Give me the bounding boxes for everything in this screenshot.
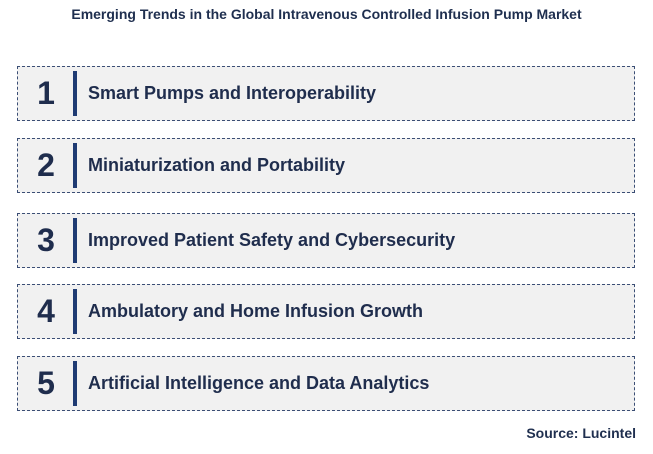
trend-item-1: 1 Smart Pumps and Interoperability	[17, 66, 635, 121]
trend-divider-bar	[73, 289, 77, 334]
trend-number: 3	[37, 222, 55, 258]
trend-number: 2	[37, 147, 55, 183]
page-title: Emerging Trends in the Global Intravenou…	[71, 6, 582, 22]
source-credit: Source: Lucintel	[526, 425, 636, 441]
trend-item-5: 5 Artificial Intelligence and Data Analy…	[17, 356, 635, 411]
trend-divider-bar	[73, 218, 77, 263]
trend-item-2: 2 Miniaturization and Portability	[17, 138, 635, 193]
trend-label: Smart Pumps and Interoperability	[88, 83, 377, 103]
trend-divider-bar	[73, 361, 77, 406]
trend-number: 4	[37, 293, 55, 329]
trend-number: 1	[37, 75, 55, 111]
trend-item-4: 4 Ambulatory and Home Infusion Growth	[17, 284, 635, 339]
trend-label: Miniaturization and Portability	[88, 155, 346, 175]
trend-divider-bar	[73, 71, 77, 116]
trend-label: Artificial Intelligence and Data Analyti…	[88, 373, 430, 393]
trend-divider-bar	[73, 143, 77, 188]
trend-label: Improved Patient Safety and Cybersecurit…	[88, 230, 456, 250]
trend-label: Ambulatory and Home Infusion Growth	[88, 301, 424, 321]
trend-number: 5	[37, 365, 55, 401]
trend-item-3: 3 Improved Patient Safety and Cybersecur…	[17, 213, 635, 268]
